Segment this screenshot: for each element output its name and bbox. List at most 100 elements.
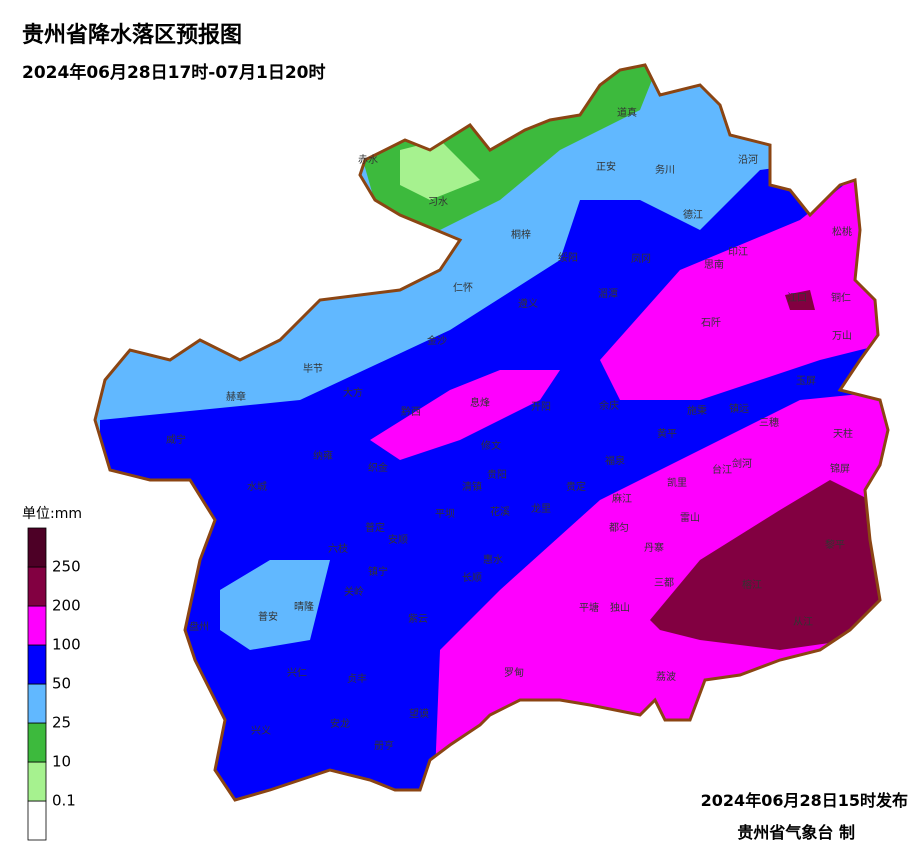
legend-swatch [27,722,47,763]
place-label: 兴义 [251,725,271,737]
place-label: 剑河 [732,457,752,470]
place-label: 大方 [343,386,363,399]
area-01 [400,140,480,200]
place-label: 锦屏 [830,462,850,475]
place-label: 黄平 [657,427,677,440]
place-label: 丹寨 [644,541,664,554]
place-label: 三穗 [759,416,779,429]
place-label: 都匀 [609,522,629,534]
area-25 [220,560,330,650]
place-label: 金沙 [427,334,447,347]
place-label: 湄潭 [598,288,618,300]
place-label: 安顺 [388,533,408,546]
place-label: 修文 [481,439,501,452]
place-label: 贵定 [566,480,586,493]
place-label: 榕江 [742,578,762,591]
legend: 0.1 10 25 50 100 200 250 [27,527,81,841]
place-label: 盘州 [189,620,209,633]
place-label: 凯里 [667,476,687,489]
place-label: 贞丰 [347,672,367,685]
place-label: 普安 [258,610,278,623]
place-label: 玉屏 [796,375,816,387]
place-label: 德江 [683,208,703,221]
place-label: 关岭 [344,585,364,598]
place-label: 福泉 [605,454,625,467]
place-label: 荔波 [656,670,676,683]
place-label: 花溪 [490,505,510,518]
place-label: 从江 [793,616,813,628]
place-label: 黎平 [825,538,845,551]
area-200 [650,480,880,650]
place-label: 长顺 [462,572,482,584]
place-label: 松桃 [832,225,852,238]
place-label: 务川 [655,163,675,176]
legend-swatch [27,566,47,607]
area-100 [600,180,888,400]
place-label: 织金 [368,461,388,474]
legend-label: 0.1 [52,792,76,810]
place-label: 册亨 [374,739,394,752]
place-label: 开阳 [531,401,551,413]
legend-swatch [27,761,47,802]
place-label: 赤水 [358,154,378,166]
place-label: 桐梓 [511,228,531,241]
place-label: 绥阳 [558,252,578,264]
place-label: 凤冈 [631,253,651,265]
place-label: 威宁 [166,433,186,446]
place-label: 龙里 [531,502,551,515]
legend-unit: 单位:mm [22,506,82,522]
place-label: 万山 [832,330,852,342]
place-label: 水城 [247,481,267,493]
place-label: 镇远 [729,402,749,415]
place-label: 罗甸 [504,666,524,679]
place-label: 望谟 [409,707,429,720]
place-label: 石阡 [701,317,721,329]
legend-label: 25 [52,714,71,732]
place-label: 麻江 [612,492,632,505]
place-label: 遵义 [518,297,538,310]
place-label: 六枝 [328,542,348,555]
place-label: 赫章 [226,390,246,403]
place-label: 余庆 [599,399,619,412]
place-label: 紫云 [408,613,428,625]
place-label: 息烽 [470,396,490,409]
place-label: 平坝 [435,508,455,520]
place-label: 惠水 [483,553,503,566]
area-200 [785,290,815,310]
place-label: 正安 [596,160,616,173]
place-label: 习水 [428,196,448,208]
place-label: 平塘 [579,601,599,614]
legend-swatch [27,605,47,646]
place-label: 普定 [365,521,385,534]
legend-label: 250 [52,558,81,576]
issue-time: 2024年06月28日15时发布 [701,791,908,810]
title: 贵州省降水落区预报图 [22,23,242,48]
place-label: 施秉 [687,404,707,417]
place-label: 毕节 [303,362,323,375]
place-label: 安龙 [330,717,350,730]
place-label: 镇宁 [368,565,388,578]
legend-swatch [27,527,47,568]
legend-label: 200 [52,597,81,615]
place-label: 兴仁 [287,667,307,679]
place-label: 黔西 [401,405,421,418]
place-label: 印江 [728,246,748,258]
place-label: 晴隆 [294,600,314,613]
place-label: 雷山 [680,512,700,524]
legend-swatch [27,800,47,841]
legend-label: 100 [52,636,81,654]
legend-swatch [27,683,47,724]
area-100 [370,370,560,460]
place-label: 三都 [654,577,674,589]
place-label: 沿河 [738,154,758,166]
place-label: 道真 [617,106,637,119]
place-label: 独山 [610,601,630,614]
place-label: 思南 [704,258,724,271]
place-label: 江口 [787,292,807,304]
legend-label: 10 [52,753,71,771]
place-label: 铜仁 [831,292,851,304]
place-label: 贵阳 [487,468,507,481]
place-label: 台江 [712,463,732,476]
